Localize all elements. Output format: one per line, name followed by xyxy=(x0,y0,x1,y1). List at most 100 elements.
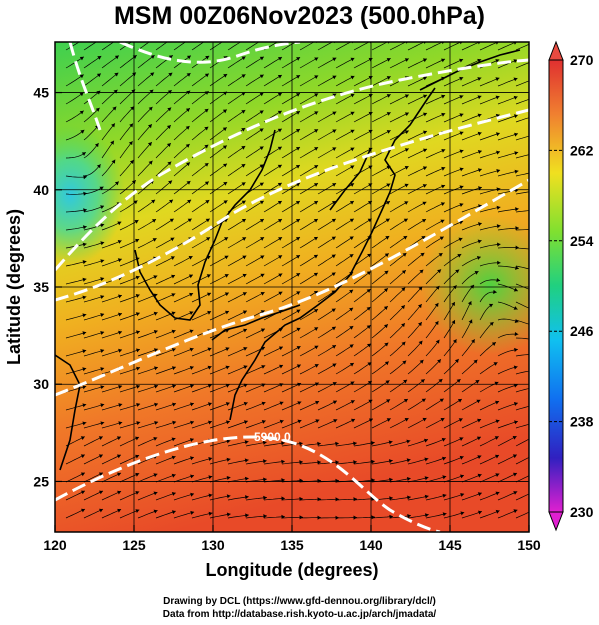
streamline xyxy=(155,474,176,483)
streamline xyxy=(119,348,141,357)
streamline-arrowhead xyxy=(532,133,536,137)
streamline-arrowhead xyxy=(279,401,284,406)
streamline xyxy=(191,274,211,285)
streamline xyxy=(281,236,301,249)
streamline-arrowhead xyxy=(331,254,336,259)
streamline-arrowhead xyxy=(167,90,172,94)
streamline xyxy=(497,77,518,87)
streamline-arrowhead xyxy=(493,289,497,294)
contour-5640 xyxy=(55,58,529,271)
streamline-arrowhead xyxy=(171,437,176,442)
streamline-arrowhead xyxy=(277,164,282,169)
streamline-arrowhead xyxy=(189,347,194,352)
y-tick-label: 30 xyxy=(33,376,49,392)
streamline xyxy=(407,514,429,519)
streamline xyxy=(425,252,443,267)
streamline xyxy=(137,106,153,123)
streamline-arrowhead xyxy=(418,304,422,309)
streamline-arrowhead xyxy=(367,362,372,366)
streamline xyxy=(497,435,517,447)
streamline xyxy=(227,109,246,123)
streamline-arrowhead xyxy=(515,265,519,270)
streamline xyxy=(497,454,517,465)
streamline-arrowhead xyxy=(489,322,494,326)
streamline-arrowhead xyxy=(459,185,464,190)
streamline-arrowhead xyxy=(190,420,194,425)
streamline-arrowhead xyxy=(471,339,475,344)
streamline-arrowhead xyxy=(314,57,319,61)
streamline xyxy=(245,237,265,249)
streamline-arrowhead xyxy=(477,239,482,244)
streamline-arrowhead xyxy=(403,218,408,223)
streamline-arrowhead xyxy=(385,380,390,385)
streamline xyxy=(461,77,482,87)
streamline xyxy=(245,291,265,303)
streamline xyxy=(407,166,428,177)
streamline xyxy=(191,237,211,249)
streamline-arrowhead xyxy=(98,472,103,477)
streamline xyxy=(245,74,264,87)
streamline xyxy=(479,77,500,87)
streamline xyxy=(245,460,267,465)
china-coast xyxy=(55,354,81,471)
streamline-arrowhead xyxy=(96,73,101,78)
streamline xyxy=(515,354,529,357)
streamline xyxy=(281,182,301,195)
streamline-arrowhead xyxy=(118,385,123,389)
streamline xyxy=(281,291,301,303)
streamline-arrowhead xyxy=(533,338,537,342)
streamline-arrowhead xyxy=(259,200,264,205)
streamline xyxy=(425,94,446,105)
contour-5900 xyxy=(55,435,441,532)
streamline-arrowhead xyxy=(296,327,301,332)
streamline xyxy=(101,294,123,303)
streamline-arrowhead xyxy=(167,107,172,112)
streamline xyxy=(245,515,267,519)
streamline xyxy=(155,161,172,177)
streamline-arrowhead xyxy=(452,339,457,344)
streamline xyxy=(515,117,529,123)
streamline-arrowhead xyxy=(384,324,388,329)
streamline-arrowhead xyxy=(477,77,482,81)
streamline-arrowhead xyxy=(189,438,194,442)
streamline xyxy=(119,179,137,195)
streamline xyxy=(173,72,191,87)
streamline xyxy=(335,165,355,177)
streamline xyxy=(407,201,427,213)
streamline-arrowhead xyxy=(477,492,482,497)
streamline xyxy=(101,55,120,69)
streamline xyxy=(65,472,86,483)
streamline-arrowhead xyxy=(117,490,122,495)
streamline-arrowhead xyxy=(386,399,391,403)
streamline-arrowhead xyxy=(315,400,320,405)
streamline xyxy=(317,147,337,159)
streamline-arrowhead xyxy=(150,72,155,77)
streamline xyxy=(335,218,354,231)
streamline xyxy=(515,337,529,340)
streamline xyxy=(407,184,427,195)
streamline-arrowhead xyxy=(100,295,105,299)
streamline xyxy=(461,319,473,339)
streamline-arrowhead xyxy=(514,169,519,174)
streamline-arrowhead xyxy=(171,274,175,279)
streamline xyxy=(83,223,105,231)
streamline xyxy=(155,348,176,357)
streamline-arrowhead xyxy=(418,340,423,345)
streamline xyxy=(353,324,371,339)
streamline-arrowhead xyxy=(489,303,493,308)
streamline xyxy=(497,189,519,195)
streamline xyxy=(353,200,373,213)
y-axis-label: Latitude (degrees) xyxy=(4,209,24,365)
streamline-arrowhead xyxy=(168,180,173,185)
streamline xyxy=(317,363,337,375)
streamline xyxy=(479,243,501,249)
streamline-arrowhead xyxy=(513,402,518,406)
streamline xyxy=(65,192,87,195)
streamline-arrowhead xyxy=(204,73,209,78)
streamline xyxy=(299,164,319,177)
streamline xyxy=(515,438,529,447)
streamline xyxy=(83,90,101,105)
streamline xyxy=(191,162,209,177)
streamline-arrowhead xyxy=(128,141,133,146)
streamline-arrowhead xyxy=(263,495,267,500)
